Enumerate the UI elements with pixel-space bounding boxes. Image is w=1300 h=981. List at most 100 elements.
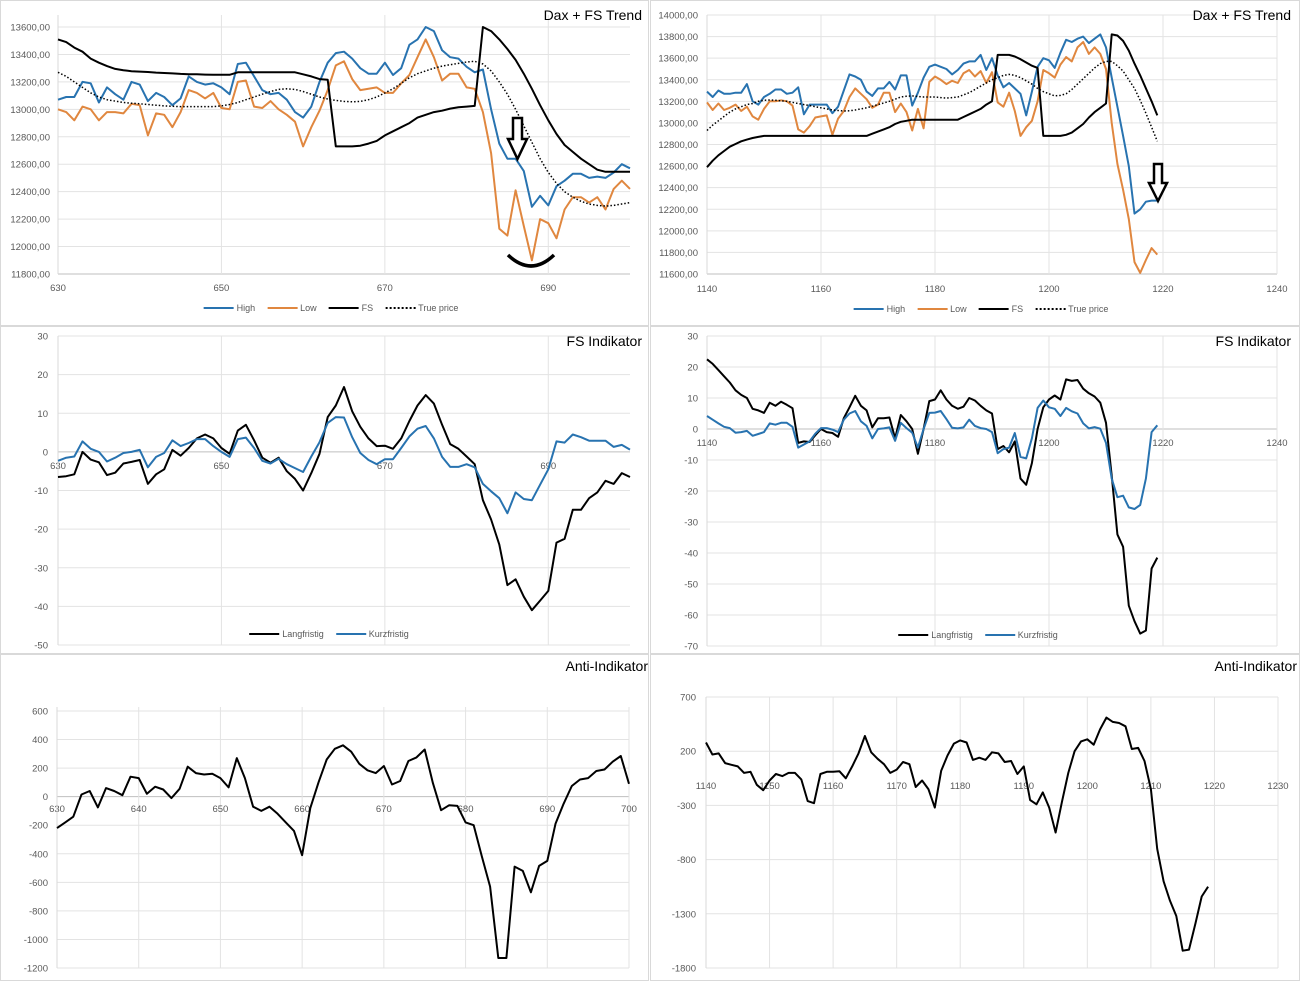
x-tick-label: 700 (621, 804, 637, 815)
legend-swatch (267, 307, 298, 309)
x-tick-label: 680 (458, 804, 474, 815)
series-line-fs (706, 33, 1159, 168)
y-tick-label: 700 (680, 693, 696, 704)
legend-item: High (203, 303, 256, 313)
legend-swatch (917, 308, 948, 310)
y-tick-label: -600 (29, 878, 48, 889)
y-tick-label: 10 (37, 409, 48, 420)
chart-legend: Langfristig Kurzfristig (249, 629, 409, 639)
chart-title: Dax + FS Trend (1192, 7, 1291, 23)
y-tick-label: -10 (34, 486, 48, 497)
legend-item: FS (328, 303, 374, 313)
x-tick-label: 1240 (1266, 284, 1287, 295)
legend-swatch (385, 307, 416, 309)
y-tick-label: -1300 (672, 909, 696, 920)
series-line-langfristig (57, 386, 631, 612)
legend-label: Low (950, 304, 967, 314)
dax-fs-trend-chart-right: 14000,00 13800,00 13600,00 13400,00 13200,00… (650, 0, 1300, 326)
x-tick-label: 630 (50, 283, 66, 294)
y-tick-label: -30 (34, 563, 48, 574)
y-tick-label: 200 (680, 747, 696, 758)
legend-swatch (978, 308, 1009, 310)
y-tick-label: 13200,00 (10, 77, 50, 88)
chart-plot: 13600,00 13400,00 13200,00 13000,00 12800,00… (10, 15, 631, 294)
y-tick-label: 11800,00 (659, 248, 698, 259)
x-tick-label: 1180 (950, 781, 970, 792)
chart-title: FS Indikator (566, 333, 642, 349)
y-tick-label: -1000 (24, 935, 48, 946)
chart-legend: Langfristig Kurzfristig (898, 630, 1058, 640)
y-tick-label: -70 (684, 642, 698, 653)
y-tick-label: -800 (677, 855, 696, 866)
legend-swatch (984, 634, 1015, 636)
series-line-fs (57, 26, 630, 173)
y-tick-label: -20 (34, 525, 48, 536)
fs-indikator-chart-left: 30 20 10 0 -10 -20 -30 -40 -50 630 650 670 690 FS In… (0, 326, 649, 654)
x-tick-label: 650 (213, 461, 229, 472)
x-tick-label: 1220 (1204, 781, 1225, 792)
legend-swatch (328, 307, 359, 309)
x-tick-label: 1160 (811, 438, 831, 449)
y-tick-label: 12400,00 (10, 187, 50, 198)
legend-label: Langfristig (931, 630, 973, 640)
x-tick-label: 1220 (1152, 438, 1173, 449)
y-tick-label: 0 (693, 425, 698, 436)
y-tick-label: 200 (32, 764, 48, 775)
legend-item: Langfristig (249, 629, 324, 639)
series-line-anti-indikator (705, 716, 1209, 952)
series-line-kurzfristig (57, 416, 631, 515)
x-tick-label: 650 (212, 804, 228, 815)
y-tick-label: 13400,00 (10, 50, 50, 61)
y-tick-label: -400 (29, 849, 48, 860)
chart-title: Dax + FS Trend (543, 7, 642, 23)
y-tick-label: 13200,00 (658, 97, 698, 108)
series-line-langfristig (706, 358, 1159, 635)
y-tick-label: -1800 (672, 964, 696, 975)
y-tick-label: 10 (687, 394, 698, 405)
legend-label: Low (300, 303, 317, 313)
x-tick-label: 1170 (886, 781, 906, 792)
legend-label: Langfristig (282, 629, 324, 639)
chart-legend: High Low FS True price (853, 304, 1108, 314)
legend-label: Kurzfristig (368, 629, 409, 639)
anti-indikator-chart-left: 600 400 200 0 -200 -400 -600 -800 -1000 -1200 630 6… (0, 654, 649, 981)
x-tick-label: 670 (377, 461, 393, 472)
series-line-anti-indikator (56, 744, 630, 959)
x-tick-label: 690 (539, 804, 555, 815)
y-tick-label: 13400,00 (658, 75, 698, 86)
y-tick-label: 20 (37, 370, 48, 381)
series-line-low (57, 38, 631, 262)
y-tick-label: -40 (34, 602, 48, 613)
legend-label: FS (361, 303, 374, 313)
x-tick-label: 650 (213, 283, 229, 294)
y-tick-label: -30 (684, 518, 698, 529)
legend-item: Kurzfristig (335, 629, 409, 639)
y-tick-label: 400 (32, 735, 48, 746)
x-tick-label: 1230 (1267, 781, 1288, 792)
y-tick-label: -50 (684, 580, 698, 591)
y-tick-label: 12600,00 (10, 160, 50, 171)
legend-item: Low (267, 303, 317, 313)
y-tick-label: 12800,00 (658, 140, 698, 151)
legend-item: Langfristig (898, 630, 973, 640)
x-tick-label: 670 (377, 283, 393, 294)
legend-label: High (236, 303, 256, 313)
y-tick-label: 600 (32, 707, 48, 718)
legend-item: Kurzfristig (984, 630, 1058, 640)
y-tick-label: 13800,00 (658, 32, 698, 43)
legend-swatch (335, 633, 366, 635)
legend-swatch (249, 633, 280, 635)
down-arrow-annotation (506, 116, 529, 162)
y-tick-label: 13600,00 (658, 54, 698, 65)
chart-title: Anti-Indikator (565, 658, 648, 674)
x-tick-label: 670 (376, 804, 392, 815)
y-tick-label: 11600,00 (659, 270, 698, 281)
legend-label: True price (1068, 304, 1109, 314)
legend-item: True price (1035, 304, 1108, 314)
x-tick-label: 1160 (823, 781, 843, 792)
y-tick-label: -50 (34, 641, 48, 652)
y-tick-label: 12800,00 (10, 132, 50, 143)
